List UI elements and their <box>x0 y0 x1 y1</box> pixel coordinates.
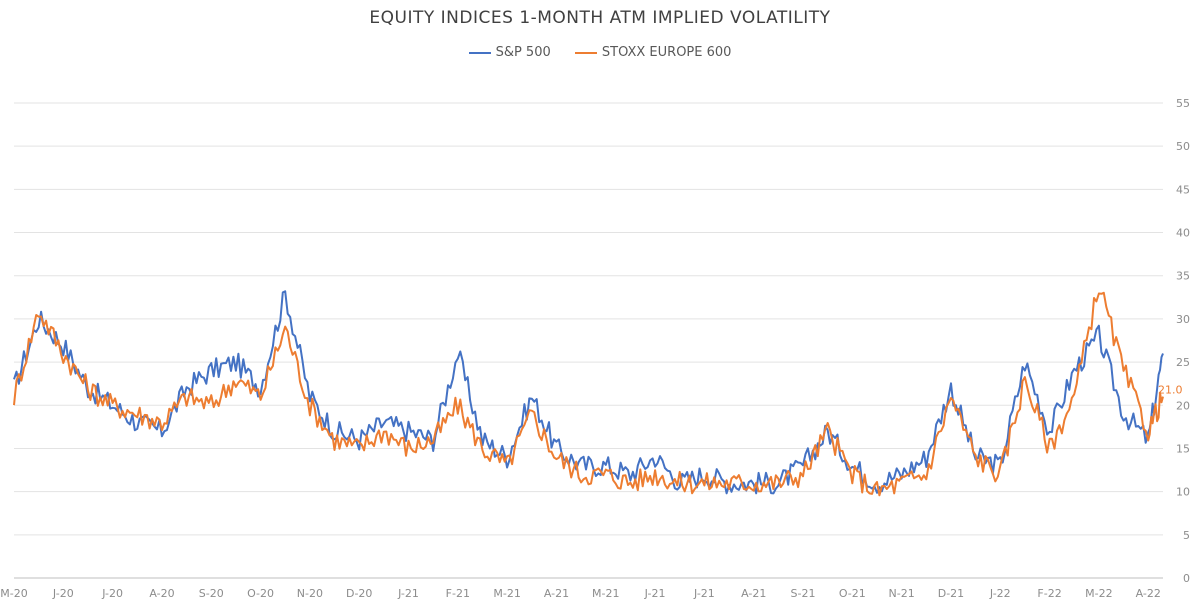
x-tick-label: J-22 <box>989 587 1011 600</box>
legend: S&P 500 STOXX EUROPE 600 <box>0 45 1200 60</box>
x-tick-label: J-20 <box>101 587 123 600</box>
x-tick-label: O-20 <box>247 587 274 600</box>
x-tick-label: S-21 <box>791 587 816 600</box>
legend-swatch-sp500 <box>468 51 491 54</box>
x-tick-label: A-21 <box>741 587 766 600</box>
y-tick-label: 0 <box>1183 572 1190 585</box>
legend-label-stoxx600: STOXX EUROPE 600 <box>601 45 732 60</box>
series-line-sp500 <box>13 290 1164 495</box>
x-tick-label: S-20 <box>199 587 224 600</box>
x-tick-label: N-21 <box>889 587 915 600</box>
x-tick-label: A-21 <box>544 587 569 600</box>
chart-title: EQUITY INDICES 1-MONTH ATM IMPLIED VOLAT… <box>369 8 831 28</box>
x-tick-label: J-21 <box>644 587 666 600</box>
y-tick-label: 5 <box>1183 529 1190 542</box>
y-tick-label: 50 <box>1176 140 1190 153</box>
y-tick-label: 40 <box>1176 227 1190 240</box>
legend-label-sp500: S&P 500 <box>495 45 551 60</box>
y-tick-label: 20 <box>1176 399 1190 412</box>
x-tick-label: J-21 <box>397 587 419 600</box>
end-value-label: 21.0 <box>1158 384 1183 397</box>
y-tick-label: 10 <box>1176 486 1190 499</box>
x-tick-label: O-21 <box>839 587 866 600</box>
x-tick-label: M-21 <box>493 587 520 600</box>
x-tick-label: J-20 <box>52 587 74 600</box>
y-tick-label: 30 <box>1176 313 1190 326</box>
legend-swatch-stoxx600 <box>574 51 597 54</box>
x-tick-label: D-20 <box>346 587 372 600</box>
series-line-stoxx600 <box>13 291 1164 497</box>
y-tick-label: 15 <box>1176 442 1190 455</box>
x-tick-label: M-21 <box>592 587 619 600</box>
y-tick-label: 25 <box>1176 356 1190 369</box>
legend-item-sp500: S&P 500 <box>468 45 551 60</box>
x-tick-label: J-21 <box>693 587 715 600</box>
x-tick-label: D-21 <box>938 587 964 600</box>
y-tick-label: 55 <box>1176 97 1190 110</box>
x-tick-label: A-22 <box>1136 587 1161 600</box>
y-tick-label: 45 <box>1176 183 1190 196</box>
x-tick-label: F-21 <box>446 587 470 600</box>
x-tick-label: F-22 <box>1037 587 1061 600</box>
y-tick-label: 35 <box>1176 270 1190 283</box>
x-tick-label: M-22 <box>1085 587 1112 600</box>
legend-item-stoxx600: STOXX EUROPE 600 <box>574 45 732 60</box>
x-tick-label: N-20 <box>297 587 323 600</box>
x-tick-label: M-20 <box>0 587 27 600</box>
x-tick-label: A-20 <box>149 587 174 600</box>
